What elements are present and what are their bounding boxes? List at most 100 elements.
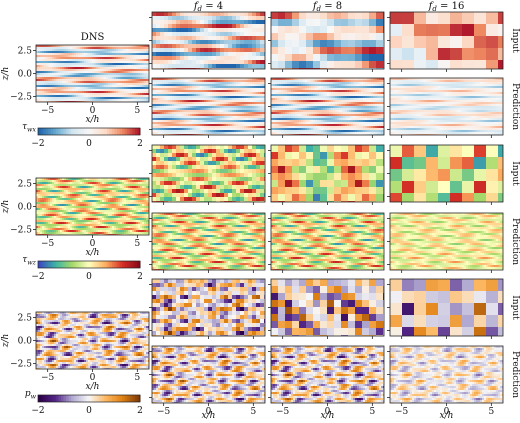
field-cell <box>275 108 277 110</box>
field-cell <box>329 106 331 108</box>
field-cell <box>494 94 496 96</box>
field-cell <box>327 102 329 104</box>
field-cell <box>454 106 456 108</box>
field-cell <box>394 88 396 90</box>
field-cell <box>301 94 303 96</box>
field-cell <box>343 98 345 100</box>
field-cell <box>246 96 248 98</box>
field-cell <box>204 82 206 84</box>
field-cell <box>194 124 196 126</box>
field-cell <box>222 94 224 96</box>
field-cell <box>496 78 498 80</box>
field-cell <box>208 40 212 44</box>
field-cell <box>232 80 234 82</box>
field-cell <box>164 90 166 92</box>
field-cell <box>156 56 160 60</box>
field-cell <box>236 86 238 88</box>
field-cell <box>293 84 295 86</box>
field-cell <box>414 88 416 90</box>
field-cell <box>396 98 398 100</box>
field-cell <box>260 86 262 88</box>
field-cell <box>313 102 315 104</box>
field-cell <box>164 106 166 108</box>
field-cell <box>271 118 273 120</box>
field-cell <box>297 134 299 135</box>
field-cell <box>162 128 164 130</box>
field-cell <box>361 90 363 92</box>
field-cell <box>264 48 265 52</box>
field-cell <box>285 126 287 128</box>
field-cell <box>196 60 200 64</box>
field-cell <box>363 108 365 110</box>
field-cell <box>200 128 202 130</box>
field-cell <box>228 44 232 48</box>
field-cell <box>390 104 392 106</box>
field-cell <box>466 110 468 112</box>
field-cell <box>315 122 317 124</box>
field-cell <box>156 96 158 98</box>
field-cell <box>472 96 474 98</box>
field-cell <box>420 80 422 82</box>
field-cell <box>390 84 392 86</box>
field-cell <box>172 130 174 132</box>
field-cell <box>279 104 281 106</box>
field-cell <box>156 110 158 112</box>
field-cell <box>242 128 244 130</box>
field-cell <box>279 94 281 96</box>
field-cell <box>244 36 248 40</box>
field-cell <box>303 114 305 116</box>
field-cell <box>250 100 252 102</box>
field-cell <box>355 80 357 82</box>
field-cell <box>240 92 242 94</box>
field-cell <box>347 98 349 100</box>
field-cell <box>398 82 400 84</box>
field-cell <box>303 84 305 86</box>
field-cell <box>297 78 299 80</box>
field-cell <box>291 134 293 135</box>
field-cell <box>482 78 484 80</box>
field-cell <box>345 80 347 82</box>
field-cell <box>291 82 293 84</box>
field-cell <box>164 20 168 24</box>
field-cell <box>426 90 428 92</box>
field-cell <box>470 78 472 80</box>
field-cell <box>281 78 283 80</box>
field-cell <box>178 108 180 110</box>
field-cell <box>470 108 472 110</box>
field-cell <box>321 130 323 132</box>
field-cell <box>347 102 349 104</box>
field-cell <box>152 78 154 80</box>
field-cell <box>271 80 273 82</box>
field-cell <box>383 122 384 124</box>
field-cell <box>206 106 208 108</box>
field-cell <box>375 112 377 114</box>
field-cell <box>311 130 313 132</box>
field-cell <box>218 104 220 106</box>
field-cell <box>188 110 190 112</box>
field-cell <box>454 80 456 82</box>
field-cell <box>283 86 285 88</box>
field-cell <box>327 19 334 26</box>
field-cell <box>297 122 299 124</box>
field-cell <box>353 82 355 84</box>
field-cell <box>172 40 176 44</box>
field-cell <box>192 60 196 64</box>
field-cell <box>379 88 381 90</box>
field-cell <box>220 48 224 52</box>
field-cell <box>486 90 488 92</box>
field-cell <box>234 100 236 102</box>
field-cell <box>331 132 333 134</box>
field-cell <box>248 84 250 86</box>
field-cell <box>478 108 480 110</box>
field-cell <box>260 78 262 80</box>
field-cell <box>313 88 315 90</box>
field-cell <box>337 106 339 108</box>
field-cell <box>313 92 315 94</box>
field-cell <box>466 82 468 84</box>
field-cell <box>238 86 240 88</box>
field-cell <box>329 90 331 92</box>
field-cell <box>371 80 373 82</box>
field-cell <box>460 92 462 94</box>
field-cell <box>278 61 285 68</box>
field-cell <box>212 68 216 69</box>
